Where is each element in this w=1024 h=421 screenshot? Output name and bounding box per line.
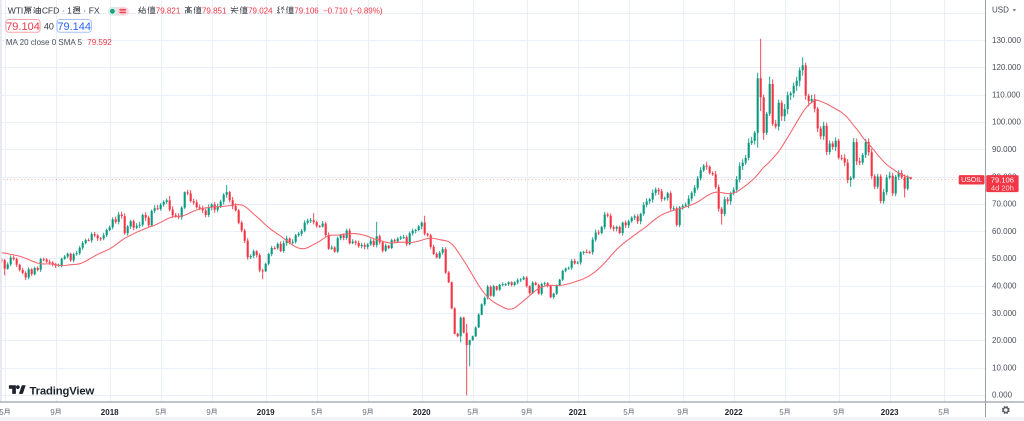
svg-text:100.000: 100.000 [992, 118, 1021, 127]
svg-text:60.000: 60.000 [992, 227, 1017, 236]
svg-text:70.000: 70.000 [992, 200, 1017, 209]
svg-text:9: 9 [521, 408, 526, 417]
svg-text:9: 9 [362, 408, 367, 417]
svg-text:79.821: 79.821 [156, 7, 181, 16]
svg-text:USOIL: USOIL [961, 177, 982, 184]
svg-text:20.000: 20.000 [992, 336, 1017, 345]
svg-text:5: 5 [779, 408, 784, 417]
svg-text:120.000: 120.000 [992, 63, 1021, 72]
svg-text:2022: 2022 [725, 408, 743, 417]
svg-text:90.000: 90.000 [992, 145, 1017, 154]
svg-text:9: 9 [833, 408, 838, 417]
svg-text:9: 9 [50, 408, 55, 417]
svg-text:TradingView: TradingView [30, 385, 95, 397]
svg-text:110.000: 110.000 [992, 90, 1021, 99]
svg-text:79.592: 79.592 [83, 38, 112, 47]
svg-text:2018: 2018 [101, 408, 119, 417]
svg-text:1: 1 [67, 6, 72, 16]
svg-text:·: · [81, 6, 88, 16]
svg-text:2021: 2021 [569, 408, 587, 417]
svg-text:USD: USD [992, 5, 1009, 14]
svg-text:79.106: 79.106 [991, 175, 1014, 184]
svg-text:79.104: 79.104 [6, 21, 40, 33]
svg-text:40.000: 40.000 [992, 282, 1017, 291]
svg-text:MA 20 close 0 SMA 5: MA 20 close 0 SMA 5 [6, 38, 83, 47]
svg-text:2023: 2023 [881, 408, 899, 417]
svg-text:79.024: 79.024 [248, 7, 273, 16]
svg-text:FX: FX [89, 6, 100, 16]
svg-text:9: 9 [206, 408, 211, 417]
svg-text:4d 20h: 4d 20h [991, 183, 1014, 192]
svg-text:130.000: 130.000 [992, 36, 1021, 45]
svg-text:WTI: WTI [8, 6, 23, 16]
svg-text:40: 40 [44, 21, 54, 31]
svg-text:·: · [60, 6, 67, 16]
svg-text:0.000: 0.000 [992, 391, 1013, 400]
svg-text:5: 5 [0, 408, 4, 417]
svg-text:CFD: CFD [42, 6, 59, 16]
svg-text:2019: 2019 [257, 408, 275, 417]
svg-text:2020: 2020 [413, 408, 431, 417]
svg-text:79.851: 79.851 [202, 7, 227, 16]
svg-text:10.000: 10.000 [992, 363, 1017, 372]
svg-text:79.106: 79.106 [294, 7, 319, 16]
svg-text:50.000: 50.000 [992, 254, 1017, 263]
svg-text:5: 5 [623, 408, 628, 417]
svg-text:5: 5 [155, 408, 160, 417]
svg-text:−0.710 (−0.89%): −0.710 (−0.89%) [323, 7, 383, 16]
svg-text:9: 9 [677, 408, 682, 417]
svg-text:5: 5 [938, 408, 943, 417]
svg-text:5: 5 [311, 408, 316, 417]
svg-text:30.000: 30.000 [992, 309, 1017, 318]
svg-text:79.144: 79.144 [57, 21, 91, 33]
svg-text:5: 5 [467, 408, 472, 417]
